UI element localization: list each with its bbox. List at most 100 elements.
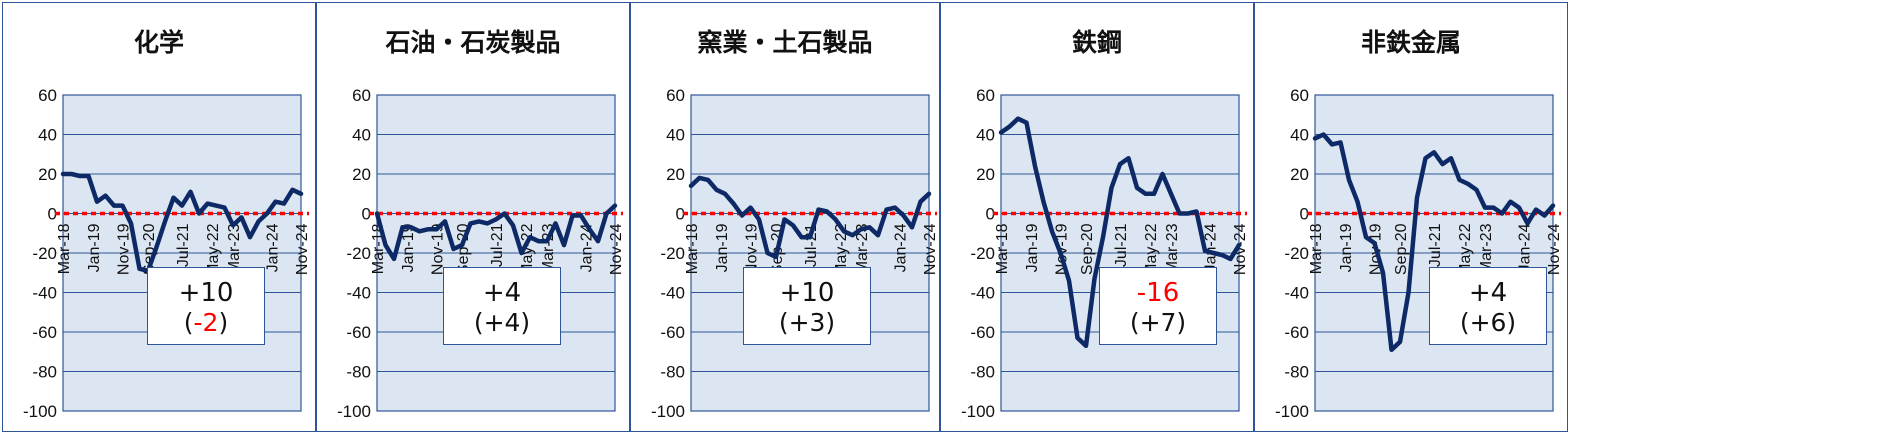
x-tick-label: Nov-24 xyxy=(608,223,625,275)
x-tick-label: Jan-19 xyxy=(86,223,103,272)
x-tick-label: Mar-23 xyxy=(854,223,871,274)
summary-change-value: (+7) xyxy=(1129,308,1187,337)
panel-nonferrous-metals: 非鉄金属 60 40 20 0 -20 -40 -60 -80 -100 Mar-18 Jan-19… xyxy=(1254,2,1568,432)
x-tick-label: May-22 xyxy=(1457,223,1474,276)
summary-current-value: +10 xyxy=(178,278,234,308)
series-line xyxy=(1312,132,1556,353)
y-tick-label: 60 xyxy=(976,86,995,105)
y-tick-label: -20 xyxy=(970,244,995,263)
summary-box: +10 (-2) xyxy=(147,267,265,345)
chart-petroleum-coal: 60 40 20 0 -20 -40 -60 -80 -100 Mar-18 Jan-19 Nov-1… xyxy=(337,86,625,421)
y-tick-label: 60 xyxy=(352,86,371,105)
panel-title: 窯業・土石製品 xyxy=(697,28,873,57)
x-tick-label: Mar-23 xyxy=(1478,223,1495,274)
y-tick-label: -100 xyxy=(337,402,371,421)
summary-current: +4 xyxy=(444,278,560,308)
panel-petroleum-coal: 石油・石炭製品 60 40 20 0 -20 -40 -60 -80 -100 Mar-18 Jan… xyxy=(316,2,630,432)
summary-current-value: +10 xyxy=(779,278,835,308)
x-tick-label: Jan-24 xyxy=(1202,223,1219,272)
x-tick-label: Jan-24 xyxy=(578,223,595,272)
y-tick-label: -40 xyxy=(32,284,57,303)
summary-current-value: -16 xyxy=(1136,278,1180,308)
x-tick-label: Jan-19 xyxy=(1338,223,1355,272)
summary-current: +10 xyxy=(744,278,870,308)
panel-title: 鉄鋼 xyxy=(1071,28,1122,57)
summary-current: +4 xyxy=(1430,278,1546,308)
summary-box: +4 (+6) xyxy=(1429,267,1547,345)
summary-change-value: (+4) xyxy=(473,308,531,337)
y-tick-label: 20 xyxy=(976,165,995,184)
y-tick-label: -40 xyxy=(346,284,371,303)
summary-change: (+4) xyxy=(444,308,560,338)
y-tick-label: 20 xyxy=(666,165,685,184)
summary-change: (-2) xyxy=(148,308,264,338)
y-tick-label: 40 xyxy=(976,126,995,145)
summary-current: +10 xyxy=(148,278,264,308)
summary-box: +10 (+3) xyxy=(743,267,871,345)
y-tick-label: 20 xyxy=(352,165,371,184)
x-tick-label: May-22 xyxy=(1143,223,1160,276)
panel-title: 非鉄金属 xyxy=(1360,28,1461,57)
y-tick-label: -60 xyxy=(32,323,57,342)
x-tick-label: Mar-23 xyxy=(540,223,557,274)
y-tick-label: -40 xyxy=(970,284,995,303)
y-tick-label: -80 xyxy=(660,363,685,382)
panel-title: 化学 xyxy=(133,28,184,57)
summary-change: (+3) xyxy=(744,308,870,338)
y-tick-label: -100 xyxy=(651,402,685,421)
y-tick-label: -60 xyxy=(346,323,371,342)
x-tick-label: Mar-18 xyxy=(370,223,387,274)
summary-change: (+7) xyxy=(1100,308,1216,338)
y-tick-label: -40 xyxy=(660,284,685,303)
y-tick-label: 40 xyxy=(38,126,57,145)
summary-change-value: (+6) xyxy=(1459,308,1517,337)
x-tick-label: Nov-24 xyxy=(922,223,939,275)
y-tick-label: -80 xyxy=(1284,363,1309,382)
chart-chemicals: 60 40 20 0 -20 -40 -60 -80 -100 Mar-18 Jan-19 Nov-1… xyxy=(23,86,311,421)
y-tick-label: 20 xyxy=(1290,165,1309,184)
x-tick-label: Nov-19 xyxy=(430,223,447,275)
x-tick-label: Mar-23 xyxy=(1164,223,1181,274)
y-tick-label: -80 xyxy=(32,363,57,382)
series-line xyxy=(374,203,618,262)
y-tick-label: -20 xyxy=(660,244,685,263)
x-tick-label: May-22 xyxy=(833,223,850,276)
y-tick-label: 0 xyxy=(986,205,995,224)
chart-ceramics-stone: 60 40 20 0 -20 -40 -60 -80 -100 Mar-18 Jan-19 Nov-1… xyxy=(651,86,939,421)
x-tick-label: Nov-24 xyxy=(294,223,311,275)
y-tick-label: -80 xyxy=(970,363,995,382)
series-line xyxy=(60,171,304,274)
y-tick-label: 60 xyxy=(38,86,57,105)
x-tick-label: Mar-18 xyxy=(994,223,1011,274)
summary-box: -16 (+7) xyxy=(1099,267,1217,345)
summary-change-value: -2 xyxy=(193,308,219,337)
x-tick-label: Jul-21 xyxy=(175,223,192,267)
y-tick-label: -100 xyxy=(1275,402,1309,421)
y-tick-label: 60 xyxy=(1290,86,1309,105)
y-tick-label: -100 xyxy=(23,402,57,421)
x-tick-label: May-22 xyxy=(205,223,222,276)
summary-current-value: +4 xyxy=(482,278,522,308)
x-tick-label: Jul-21 xyxy=(1113,223,1130,267)
x-tick-label: Nov-19 xyxy=(1054,223,1071,275)
x-tick-label: Jul-21 xyxy=(803,223,820,267)
x-tick-label: Jan-19 xyxy=(400,223,417,272)
x-tick-label: Nov-19 xyxy=(744,223,761,275)
x-tick-label: Jan-24 xyxy=(1516,223,1533,272)
y-tick-label: -20 xyxy=(32,244,57,263)
y-tick-label: 60 xyxy=(666,86,685,105)
summary-current: -16 xyxy=(1100,278,1216,308)
y-tick-label: -20 xyxy=(346,244,371,263)
panel-title: 石油・石炭製品 xyxy=(385,28,561,57)
x-tick-label: Mar-18 xyxy=(1308,223,1325,274)
series-line xyxy=(998,116,1242,349)
x-tick-label: Nov-19 xyxy=(116,223,133,275)
y-tick-label: -60 xyxy=(660,323,685,342)
y-tick-label: -40 xyxy=(1284,284,1309,303)
y-tick-label: 40 xyxy=(1290,126,1309,145)
panel-iron-steel: 鉄鋼 60 40 20 0 -20 -40 -60 -80 -100 Mar-18 Jan-19 No… xyxy=(940,2,1254,432)
y-tick-label: -80 xyxy=(346,363,371,382)
summary-box: +4 (+4) xyxy=(443,267,561,345)
x-tick-label: Sep-20 xyxy=(1079,223,1096,275)
